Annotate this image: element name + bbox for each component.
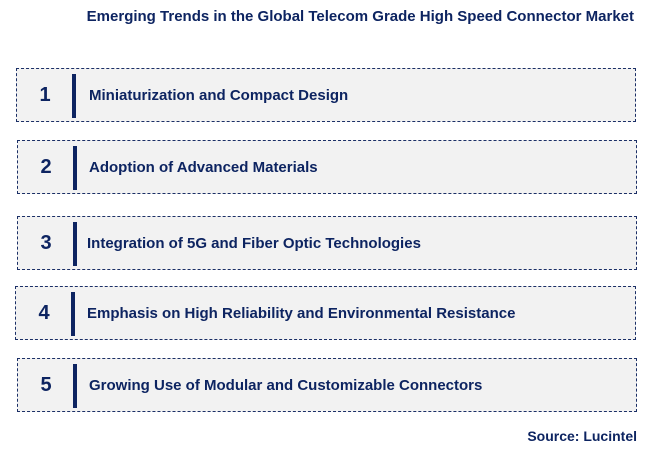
divider-bar (73, 222, 77, 266)
trend-number: 2 (40, 155, 52, 178)
trend-label: Miniaturization and Compact Design (89, 86, 349, 104)
divider-bar (73, 146, 77, 190)
trend-card-4: 4 Emphasis on High Reliability and Envir… (15, 286, 636, 340)
trend-number: 4 (38, 301, 50, 324)
trend-label: Growing Use of Modular and Customizable … (89, 376, 483, 394)
trend-card-5: 5 Growing Use of Modular and Customizabl… (17, 358, 637, 412)
trend-card-2: 2 Adoption of Advanced Materials (17, 140, 637, 194)
trend-card-3: 3 Integration of 5G and Fiber Optic Tech… (17, 216, 637, 270)
trend-label: Integration of 5G and Fiber Optic Techno… (87, 234, 421, 252)
trend-number: 1 (39, 83, 51, 106)
divider-bar (72, 74, 76, 118)
divider-bar (73, 364, 77, 408)
trend-number: 3 (40, 231, 52, 254)
trend-card-1: 1 Miniaturization and Compact Design (16, 68, 636, 122)
page-title: Emerging Trends in the Global Telecom Gr… (86, 8, 634, 25)
divider-bar (71, 292, 75, 336)
trend-number: 5 (40, 373, 52, 396)
trend-label: Adoption of Advanced Materials (89, 158, 318, 176)
source-credit: Source: Lucintel (527, 428, 637, 444)
trend-label: Emphasis on High Reliability and Environ… (87, 304, 516, 322)
